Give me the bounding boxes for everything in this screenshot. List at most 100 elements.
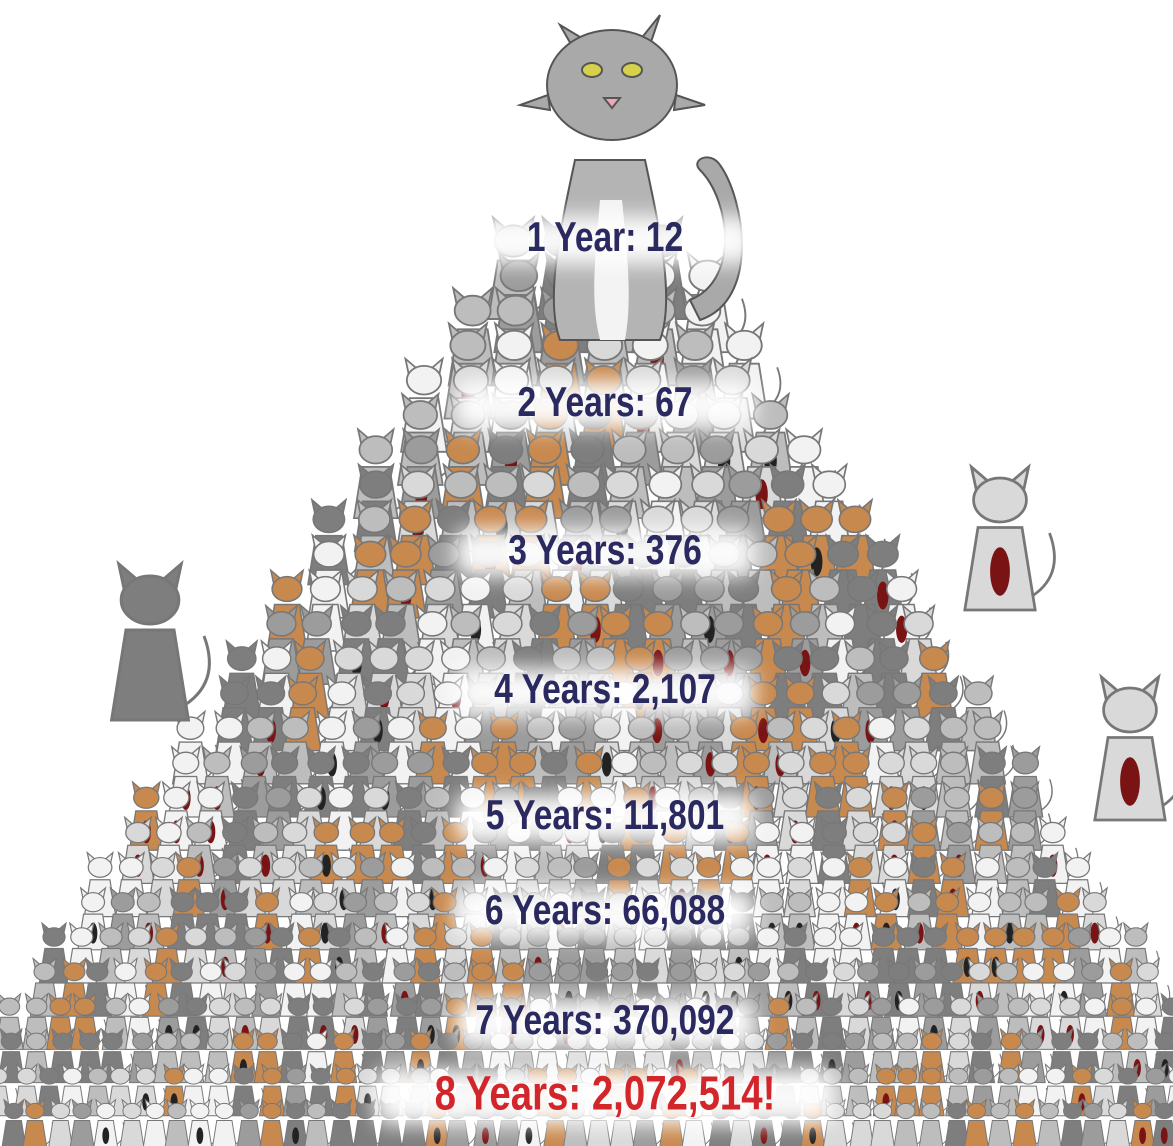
year-label: 7 Years: 370,092	[476, 998, 735, 1044]
cat-head	[313, 821, 340, 844]
cat-head	[1024, 892, 1049, 913]
cat-head	[540, 575, 573, 603]
cat-head	[445, 435, 481, 465]
cat-head	[975, 856, 1000, 878]
cat-head	[754, 821, 780, 844]
cat-head	[1126, 1032, 1148, 1051]
cat-head	[963, 681, 993, 706]
cat-head	[25, 1032, 47, 1051]
cat-head	[220, 681, 249, 706]
cat-head	[669, 962, 692, 982]
cat-head	[777, 962, 800, 982]
cat-head	[879, 646, 909, 672]
cat-head	[866, 540, 899, 568]
cat-head	[610, 962, 634, 982]
cat-head	[967, 892, 992, 913]
cat-head	[887, 962, 911, 982]
cat-head	[612, 435, 647, 465]
big-cat-eye	[581, 62, 603, 78]
cat-head	[393, 962, 416, 982]
cat-head	[610, 751, 639, 775]
cat-head	[281, 821, 308, 844]
cat-body	[870, 1120, 895, 1146]
cat-head	[208, 1067, 229, 1085]
cat-head	[118, 856, 144, 878]
cat-head	[199, 962, 223, 982]
cat-head	[845, 786, 872, 809]
cat-head	[176, 856, 202, 878]
cat-head	[1093, 1067, 1114, 1085]
cat-head	[163, 786, 190, 809]
cat-head	[759, 892, 784, 913]
cat-head	[866, 610, 898, 637]
cat-head	[592, 716, 621, 741]
cat-patch	[1090, 922, 1100, 944]
cat-patch	[877, 581, 889, 610]
cat-body	[329, 1120, 354, 1146]
cat-head	[1012, 927, 1036, 947]
cat-head	[605, 470, 639, 499]
cat-head	[756, 856, 782, 878]
cat-head	[799, 716, 828, 741]
cat-head	[226, 646, 257, 672]
cat-head	[436, 505, 470, 534]
cat-head	[471, 962, 494, 982]
cat-head	[427, 540, 460, 568]
cat-head	[977, 997, 999, 1016]
cat-head	[375, 610, 406, 637]
cat-head	[923, 927, 948, 947]
cat-head	[144, 962, 168, 982]
cat-head	[918, 646, 949, 672]
cat-head	[877, 751, 905, 775]
cat-head	[896, 1102, 916, 1120]
cat-head	[418, 716, 447, 741]
cat-head	[233, 1032, 254, 1051]
cat-head	[990, 1102, 1010, 1120]
cat-head	[1032, 856, 1058, 878]
big-cat-eye	[621, 62, 643, 78]
cat-head	[821, 1032, 843, 1051]
cat-head	[897, 1032, 918, 1051]
cat-head	[405, 364, 443, 396]
cat-head	[1011, 786, 1039, 809]
cat-head	[846, 575, 878, 603]
cat-body	[48, 1120, 73, 1146]
cat-head	[449, 329, 487, 361]
cat-head	[1007, 997, 1030, 1016]
cat-head	[527, 435, 562, 465]
cat-head	[857, 962, 880, 982]
cat-head	[838, 505, 872, 534]
cat-head	[417, 962, 441, 982]
cat-head	[950, 997, 972, 1016]
cat-head	[1029, 997, 1052, 1016]
cat-head	[349, 821, 376, 844]
cat-head	[87, 856, 113, 878]
cat-head	[352, 716, 381, 741]
cat-head	[327, 927, 351, 947]
cat-head	[232, 786, 259, 809]
cat-head	[914, 962, 937, 982]
cat-head	[1010, 821, 1036, 844]
cat-head	[52, 1032, 74, 1051]
big-cat-head	[546, 29, 678, 141]
cat-patch	[809, 1127, 817, 1145]
cat-head	[978, 751, 1006, 775]
cat-head	[362, 786, 390, 809]
cat-head	[482, 856, 508, 878]
cat-head	[256, 681, 286, 706]
cat-head	[180, 1032, 201, 1051]
cat-patch	[321, 854, 331, 877]
cat-head	[357, 1067, 378, 1085]
cat-head	[406, 892, 431, 913]
cat-head	[158, 997, 180, 1016]
cat-head	[492, 610, 523, 637]
cat-patch	[433, 1127, 441, 1145]
cat-head	[1145, 1067, 1166, 1085]
cat-head	[573, 856, 599, 878]
cat-patch	[292, 1127, 300, 1145]
cat-head	[366, 997, 389, 1016]
cat-head	[876, 1067, 897, 1085]
cat-head	[910, 751, 938, 775]
cat-head	[824, 610, 856, 637]
